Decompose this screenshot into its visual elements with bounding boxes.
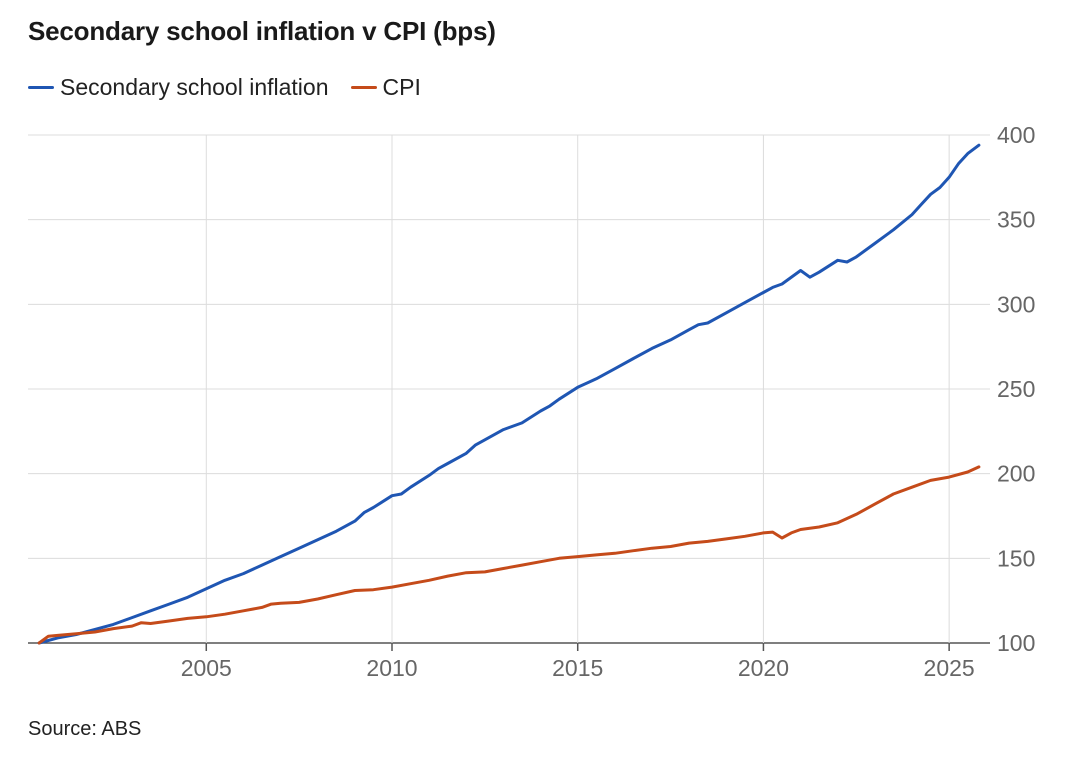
y-tick-label-400: 400 [997,122,1035,148]
x-tick-label-2025: 2025 [924,655,975,681]
source-note: Source: ABS [28,718,142,740]
series-line-cpi [37,465,981,645]
chart-legend: Secondary school inflation CPI [28,74,443,101]
y-tick-label-200: 200 [997,461,1035,487]
x-tick-label-2015: 2015 [552,655,603,681]
y-tick-label-350: 350 [997,207,1035,233]
x-tick-label-2020: 2020 [738,655,789,681]
y-tick-label-300: 300 [997,291,1035,317]
series-line-secondary-school-inflation [37,143,981,645]
legend-item-secondary-school: Secondary school inflation [28,74,329,101]
x-tick-label-2010: 2010 [366,655,417,681]
x-tick-label-2005: 2005 [181,655,232,681]
legend-label-secondary-school: Secondary school inflation [60,74,329,100]
legend-swatch-cpi [350,86,377,89]
y-tick-label-250: 250 [997,376,1035,402]
y-tick-label-100: 100 [997,630,1035,656]
chart-title: Secondary school inflation v CPI (bps) [28,16,496,46]
legend-swatch-secondary-school [28,86,54,89]
y-tick-label-150: 150 [997,545,1035,571]
legend-item-cpi: CPI [350,74,421,101]
legend-label-cpi: CPI [382,74,421,100]
